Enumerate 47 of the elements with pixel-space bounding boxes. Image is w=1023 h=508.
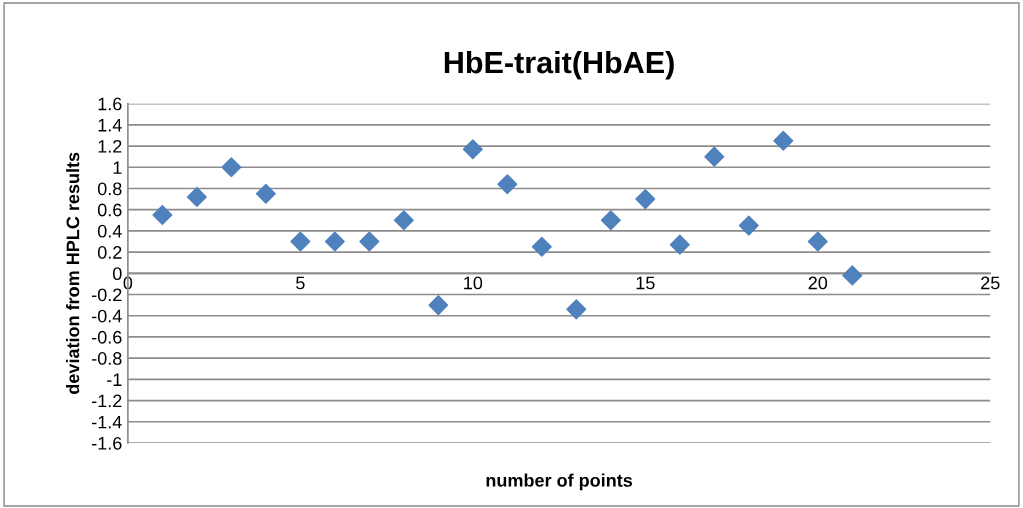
y-tick-label: -0.8: [92, 352, 122, 365]
point: [566, 299, 587, 320]
point: [186, 186, 207, 207]
point: [462, 139, 483, 160]
y-tick-label: -0.6: [92, 330, 122, 344]
y-tick-label: -1: [107, 373, 122, 386]
point: [255, 183, 276, 204]
y-tick-label: 0.6: [97, 203, 122, 217]
y-axis-title: deviation from HPLC results: [66, 152, 80, 394]
y-tick-label: 1.2: [98, 139, 122, 153]
y-tick-label: -1.2: [92, 394, 122, 408]
y-tick-label: 1: [113, 161, 122, 174]
y-tick-label: 0: [112, 267, 122, 281]
point: [704, 146, 725, 167]
y-tick-label: 0.8: [97, 182, 122, 196]
point: [359, 231, 380, 252]
x-tick-label: 5: [296, 276, 305, 290]
x-tick-label: 15: [636, 276, 655, 290]
point: [290, 231, 311, 252]
x-tick-label: 10: [464, 276, 483, 290]
point: [393, 210, 414, 231]
y-tick-label: 0.2: [97, 246, 122, 259]
y-tick-label: -0.4: [92, 309, 122, 323]
point: [807, 231, 828, 252]
point: [531, 236, 552, 257]
y-tick-label: -0.2: [92, 288, 122, 302]
y-tick-label: -1.6: [92, 436, 122, 450]
point: [773, 130, 794, 151]
y-tick-label: 1.6: [98, 97, 122, 111]
point: [738, 215, 759, 236]
point: [152, 204, 173, 225]
x-tick-label: 0: [123, 276, 133, 290]
point: [669, 234, 690, 255]
y-tick-label: 0.4: [97, 224, 122, 238]
point: [428, 295, 449, 316]
point: [221, 157, 242, 178]
point: [600, 210, 621, 231]
y-tick-label: 1.4: [98, 118, 122, 132]
chart-title: HbE-trait(HbAE): [444, 50, 674, 80]
point: [635, 189, 656, 210]
y-tick-label: -1.4: [92, 415, 122, 429]
x-tick-label: 20: [808, 276, 828, 290]
x-axis-title: number of points: [486, 473, 633, 491]
x-tick-label: 25: [981, 276, 1000, 290]
point: [842, 265, 863, 286]
point: [497, 174, 518, 195]
point: [324, 231, 345, 252]
